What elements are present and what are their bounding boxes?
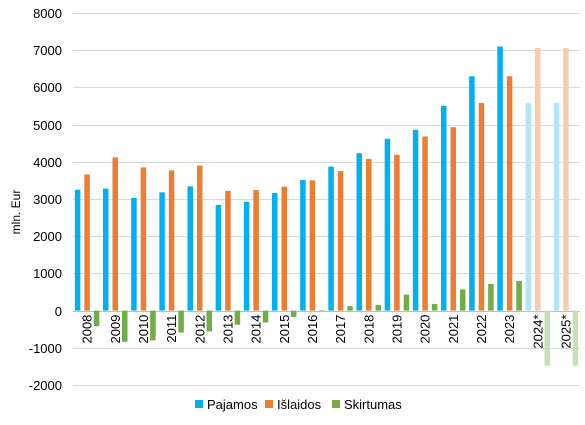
y-tick-label: 5000 — [33, 118, 62, 133]
y-tick-label: -1000 — [29, 341, 62, 356]
x-category-label: 2009 — [108, 315, 123, 344]
legend-label-skirtumas: Skirtumas — [344, 397, 402, 412]
x-category-label: 2025* — [558, 315, 573, 349]
legend-swatch-išlaidos — [265, 400, 273, 408]
bar-išlaidos-2016 — [309, 180, 316, 311]
y-tick-label: -2000 — [29, 378, 62, 393]
x-axis-categories: 2008 2009 2010 2011 2012 2013 2014 2015 2016 2017… — [80, 315, 574, 349]
x-category-label: 2013 — [220, 315, 235, 344]
gridlines — [73, 13, 580, 386]
bar-skirtumas-2016 — [319, 310, 325, 311]
bar-skirtumas-2012 — [206, 310, 212, 332]
bar-pajamos-2016 — [300, 180, 306, 311]
bar-išlaidos-2017 — [337, 171, 344, 311]
x-category-label: 2008 — [80, 315, 95, 344]
legend-label-išlaidos: Išlaidos — [277, 397, 322, 412]
y-tick-label: 8000 — [33, 6, 62, 21]
bar-skirtumas-2020 — [431, 303, 438, 311]
y-tick-label: 7000 — [33, 43, 62, 58]
bar-skirtumas-2017 — [347, 306, 353, 311]
bar-pajamos-2009 — [103, 188, 109, 311]
y-tick-label: 0 — [55, 304, 62, 319]
x-category-label: 2018 — [361, 315, 376, 344]
x-category-label: 2022 — [474, 315, 489, 344]
bar-išlaidos-2013 — [225, 190, 231, 311]
y-tick-label: 6000 — [33, 80, 62, 95]
x-category-label: 2023 — [502, 315, 517, 344]
bar-pajamos-2010 — [131, 197, 137, 311]
bar-išlaidos-2015 — [281, 186, 287, 311]
x-category-label: 2019 — [389, 315, 404, 344]
bar-išlaidos-2010 — [140, 167, 147, 311]
x-category-label: 2020 — [418, 315, 433, 344]
y-tick-label: 3000 — [33, 192, 62, 207]
x-category-label: 2012 — [192, 315, 207, 344]
x-category-label: 2017 — [333, 315, 348, 344]
bar-skirtumas-2008 — [93, 310, 100, 327]
y-tick-label: 1000 — [33, 266, 62, 281]
bar-pajamos-2021 — [441, 106, 447, 311]
bar-skirtumas-2011 — [178, 310, 184, 333]
x-category-label: 2016 — [305, 315, 320, 344]
x-category-label: 2010 — [136, 315, 151, 344]
x-category-label: 2021 — [446, 315, 461, 344]
bar-išlaidos-2024-forecast — [535, 47, 541, 311]
legend: Pajamos Išlaidos Skirtumas — [195, 397, 402, 412]
bar-skirtumas-2025-forecast — [572, 310, 579, 366]
x-category-label: 2015 — [277, 315, 292, 344]
y-tick-label: 2000 — [33, 229, 62, 244]
bar-pajamos-2020 — [412, 129, 419, 311]
bar-išlaidos-2020 — [422, 136, 428, 311]
bar-pajamos-2024-forecast — [525, 103, 531, 311]
bar-išlaidos-2011 — [168, 170, 175, 311]
bar-pajamos-2015 — [272, 193, 278, 311]
bar-skirtumas-2010 — [150, 310, 156, 341]
bar-išlaidos-2019 — [394, 154, 400, 311]
bar-išlaidos-2009 — [112, 157, 118, 311]
bar-pajamos-2022 — [469, 76, 475, 311]
bar-išlaidos-2021 — [450, 127, 456, 311]
legend-swatch-skirtumas — [332, 400, 340, 408]
bar-išlaidos-2012 — [197, 165, 203, 311]
bar-išlaidos-2022 — [478, 103, 485, 311]
bar-skirtumas-2015 — [291, 310, 297, 317]
bar-skirtumas-2018 — [375, 305, 381, 311]
bar-pajamos-2019 — [384, 138, 391, 311]
bar-skirtumas-2021 — [460, 289, 466, 311]
bar-skirtumas-2013 — [234, 310, 241, 325]
bar-pajamos-2025-forecast — [553, 103, 560, 311]
bar-pajamos-2023 — [497, 46, 503, 311]
bar-išlaidos-2018 — [366, 158, 372, 311]
x-category-label: 2024* — [530, 315, 545, 349]
y-axis-title: mln. Eur — [9, 190, 23, 235]
bar-pajamos-2011 — [159, 192, 165, 311]
bars — [74, 46, 579, 366]
legend-label-pajamos: Pajamos — [207, 397, 258, 412]
legend-swatch-pajamos — [195, 400, 203, 408]
x-category-label: 2014 — [249, 315, 264, 344]
bar-pajamos-2014 — [243, 201, 250, 311]
bar-išlaidos-2008 — [84, 174, 90, 311]
bar-skirtumas-2014 — [262, 310, 269, 323]
bar-pajamos-2017 — [328, 166, 334, 311]
bar-pajamos-2013 — [215, 204, 222, 311]
bar-skirtumas-2024-forecast — [544, 310, 550, 366]
y-axis-ticks: -2000 -1000 0 1000 2000 3000 4000 5000 6000 7000 8… — [29, 6, 62, 393]
bar-skirtumas-2022 — [488, 283, 494, 311]
bar-pajamos-2012 — [187, 186, 193, 311]
bar-pajamos-2018 — [356, 153, 362, 311]
x-category-label: 2011 — [164, 315, 179, 343]
bar-skirtumas-2023 — [516, 280, 522, 311]
bar-skirtumas-2009 — [122, 310, 128, 342]
bar-išlaidos-2023 — [506, 76, 513, 311]
bar-išlaidos-2014 — [253, 190, 259, 311]
y-tick-label: 4000 — [33, 155, 62, 170]
bar-išlaidos-2025-forecast — [563, 47, 569, 311]
bar-pajamos-2008 — [74, 189, 81, 311]
bar-skirtumas-2019 — [403, 294, 410, 311]
